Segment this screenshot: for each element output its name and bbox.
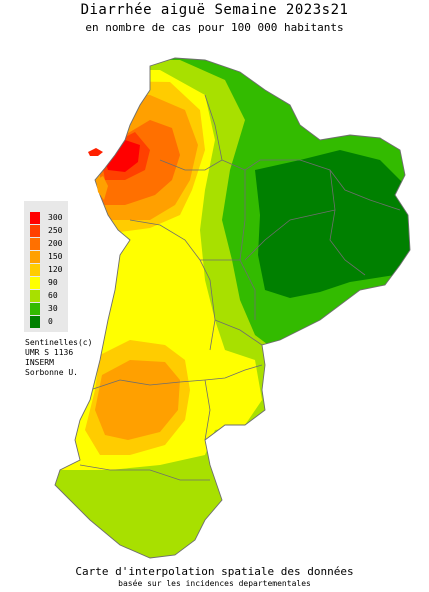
footer-subtitle: basée sur les incidences departementales	[118, 579, 311, 588]
legend-row: 200	[28, 238, 66, 250]
region-outline	[54, 57, 411, 559]
legend-label: 250	[48, 226, 63, 235]
legend-row: 250	[28, 225, 66, 237]
map-subtitle: en nombre de cas pour 100 000 habitants	[85, 21, 344, 34]
legend-label: 0	[48, 317, 53, 326]
legend-row: 60	[28, 290, 66, 302]
credit-line: Sorbonne U.	[25, 368, 78, 377]
legend-label: 300	[48, 213, 63, 222]
credit-line: Sentinelles(c)	[25, 338, 93, 347]
legend-swatch	[30, 316, 40, 328]
legend-row: 90	[28, 277, 66, 289]
legend-row: 120	[28, 264, 66, 276]
map-title: Diarrhée aiguë Semaine 2023s21	[80, 2, 349, 18]
credit-line: INSERM	[25, 358, 54, 367]
legend-swatch	[30, 251, 40, 263]
footer-title: Carte d'interpolation spatiale des donné…	[75, 565, 354, 578]
legend-swatch	[30, 303, 40, 315]
legend-row: 150	[28, 251, 66, 263]
credits: Sentinelles(c) UMR S 1136 INSERM Sorbonn…	[25, 338, 92, 378]
legend-label: 90	[48, 278, 58, 287]
legend: 300 250 200 150 120 90 60 30 0	[24, 201, 68, 332]
legend-swatch	[30, 277, 40, 289]
legend-row: 300	[28, 212, 66, 224]
legend-label: 150	[48, 252, 63, 261]
legend-row: 30	[28, 303, 66, 315]
zone-0	[255, 150, 410, 298]
department-borders	[79, 94, 401, 481]
zone-150-south	[95, 360, 180, 440]
legend-row: 0	[28, 316, 66, 328]
legend-swatch	[30, 238, 40, 250]
legend-label: 120	[48, 265, 63, 274]
legend-label: 30	[48, 304, 58, 313]
credit-line: UMR S 1136	[25, 348, 74, 357]
island-re	[88, 148, 103, 156]
legend-swatch	[30, 290, 40, 302]
legend-label: 60	[48, 291, 58, 300]
island-oleron	[96, 176, 108, 200]
legend-swatch	[30, 225, 40, 237]
legend-swatch	[30, 264, 40, 276]
legend-label: 200	[48, 239, 63, 248]
legend-swatch	[30, 212, 40, 224]
